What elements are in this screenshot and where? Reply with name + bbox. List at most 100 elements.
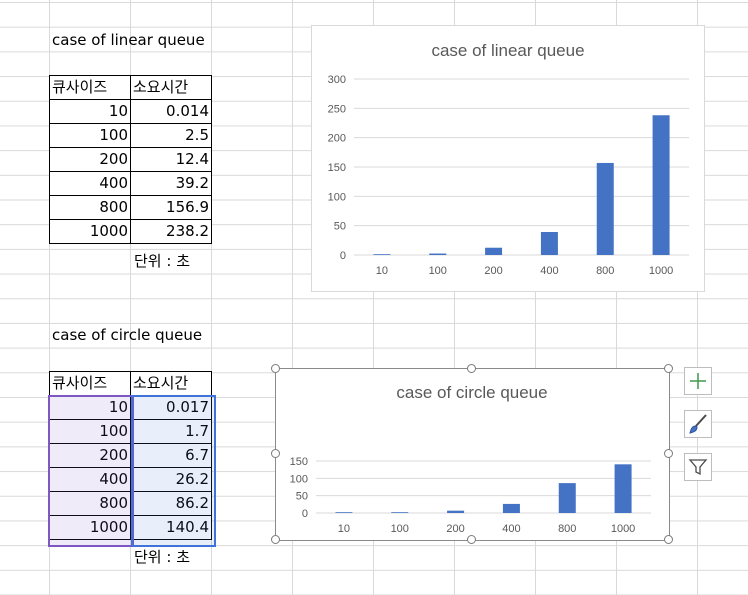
bar xyxy=(335,512,353,513)
bar xyxy=(652,115,670,255)
size-cell[interactable]: 1000 xyxy=(49,515,131,540)
table-row: 800 86.2 xyxy=(49,491,212,516)
time-cell[interactable]: 140.4 xyxy=(130,515,212,540)
bar xyxy=(596,162,614,255)
table-row: 10 0.014 xyxy=(49,99,212,124)
circle-table: 큐사이즈 소요시간 10 0.017 100 1.7 200 6.7 400 26.2 … xyxy=(49,371,212,540)
table-header-row: 큐사이즈 소요시간 xyxy=(49,75,212,100)
resize-handle[interactable] xyxy=(467,364,476,373)
resize-handle[interactable] xyxy=(271,535,280,544)
bar xyxy=(558,483,576,513)
header-cell[interactable]: 큐사이즈 xyxy=(49,75,131,100)
x-tick-label: 200 xyxy=(446,523,464,535)
size-cell[interactable]: 200 xyxy=(49,147,131,172)
size-cell[interactable]: 100 xyxy=(49,419,131,444)
size-cell[interactable]: 400 xyxy=(49,171,131,196)
x-tick-label: 200 xyxy=(484,265,502,277)
x-tick-label: 400 xyxy=(540,265,558,277)
y-tick-label: 100 xyxy=(290,473,308,485)
y-tick-label: 50 xyxy=(334,221,346,233)
resize-handle[interactable] xyxy=(467,535,476,544)
paintbrush-icon xyxy=(689,414,707,434)
time-cell[interactable]: 0.017 xyxy=(130,395,212,420)
table-row: 1000 238.2 xyxy=(49,219,212,244)
circle-chart[interactable]: case of circle queue 0 50 100 150 10 100 200 40… xyxy=(275,368,670,541)
header-cell[interactable]: 소요시간 xyxy=(130,75,212,100)
x-tick-label: 10 xyxy=(338,523,350,535)
chart-filters-button[interactable] xyxy=(684,453,712,481)
circle-chart-svg: case of circle queue 0 50 100 150 10 100 200 40… xyxy=(290,383,651,535)
x-tick-label: 1000 xyxy=(611,523,635,535)
size-cell[interactable]: 100 xyxy=(49,123,131,148)
time-cell[interactable]: 238.2 xyxy=(130,219,212,244)
size-cell[interactable]: 10 xyxy=(49,395,131,420)
funnel-icon xyxy=(688,459,708,476)
circle-section-title[interactable]: case of circle queue xyxy=(52,326,203,344)
x-tick-label: 100 xyxy=(429,265,447,277)
y-tick-label: 250 xyxy=(328,103,346,115)
table-header-row: 큐사이즈 소요시간 xyxy=(49,371,212,396)
linear-chart-svg: case of linear queue 0 50 100 150 200 250 300 1… xyxy=(328,41,689,277)
header-cell[interactable]: 소요시간 xyxy=(130,371,212,396)
size-cell[interactable]: 1000 xyxy=(49,219,131,244)
bar xyxy=(373,254,391,255)
chart-elements-button[interactable] xyxy=(684,367,712,395)
x-tick-label: 10 xyxy=(376,265,388,277)
time-cell[interactable]: 2.5 xyxy=(130,123,212,148)
time-cell[interactable]: 86.2 xyxy=(130,491,212,516)
resize-handle[interactable] xyxy=(271,449,280,458)
y-tick-label: 0 xyxy=(302,508,308,520)
y-tick-label: 200 xyxy=(328,133,346,145)
x-tick-label: 400 xyxy=(502,523,520,535)
bar xyxy=(429,253,447,255)
linear-unit-label[interactable]: 단위 : 초 xyxy=(134,252,190,270)
bar xyxy=(540,232,558,255)
bar xyxy=(391,512,409,513)
size-cell[interactable]: 800 xyxy=(49,195,131,220)
size-cell[interactable]: 400 xyxy=(49,467,131,492)
header-cell[interactable]: 큐사이즈 xyxy=(49,371,131,396)
time-cell[interactable]: 6.7 xyxy=(130,443,212,468)
y-tick-label: 150 xyxy=(328,162,346,174)
y-tick-label: 150 xyxy=(290,456,308,468)
resize-handle[interactable] xyxy=(664,449,673,458)
y-tick-label: 50 xyxy=(296,491,308,503)
table-row: 400 39.2 xyxy=(49,171,212,196)
resize-handle[interactable] xyxy=(664,535,673,544)
chart-title[interactable]: case of linear queue xyxy=(431,41,584,60)
table-row: 400 26.2 xyxy=(49,467,212,492)
time-cell[interactable]: 26.2 xyxy=(130,467,212,492)
table-row: 10 0.017 xyxy=(49,395,212,420)
x-tick-label: 1000 xyxy=(649,265,673,277)
table-row: 1000 140.4 xyxy=(49,515,212,540)
bar xyxy=(447,510,465,513)
table-row: 200 6.7 xyxy=(49,443,212,468)
linear-chart[interactable]: case of linear queue 0 50 100 150 200 250 300 1… xyxy=(311,25,705,292)
plus-icon xyxy=(690,373,706,389)
y-tick-label: 100 xyxy=(328,191,346,203)
chart-title[interactable]: case of circle queue xyxy=(396,383,547,402)
size-cell[interactable]: 10 xyxy=(49,99,131,124)
time-cell[interactable]: 39.2 xyxy=(130,171,212,196)
time-cell[interactable]: 1.7 xyxy=(130,419,212,444)
chart-styles-button[interactable] xyxy=(684,410,712,438)
linear-section-title[interactable]: case of linear queue xyxy=(52,31,205,49)
resize-handle[interactable] xyxy=(271,364,280,373)
y-tick-label: 0 xyxy=(340,250,346,262)
y-tick-label: 300 xyxy=(328,74,346,86)
bar xyxy=(502,503,520,513)
size-cell[interactable]: 800 xyxy=(49,491,131,516)
circle-unit-label[interactable]: 단위 : 초 xyxy=(134,548,190,566)
linear-table: 큐사이즈 소요시간 10 0.014 100 2.5 200 12.4 400 39.2… xyxy=(49,75,212,244)
time-cell[interactable]: 156.9 xyxy=(130,195,212,220)
time-cell[interactable]: 0.014 xyxy=(130,99,212,124)
size-cell[interactable]: 200 xyxy=(49,443,131,468)
table-row: 100 2.5 xyxy=(49,123,212,148)
time-cell[interactable]: 12.4 xyxy=(130,147,212,172)
table-row: 100 1.7 xyxy=(49,419,212,444)
bar xyxy=(485,247,503,255)
bar xyxy=(614,464,632,513)
table-row: 200 12.4 xyxy=(49,147,212,172)
table-row: 800 156.9 xyxy=(49,195,212,220)
resize-handle[interactable] xyxy=(664,364,673,373)
